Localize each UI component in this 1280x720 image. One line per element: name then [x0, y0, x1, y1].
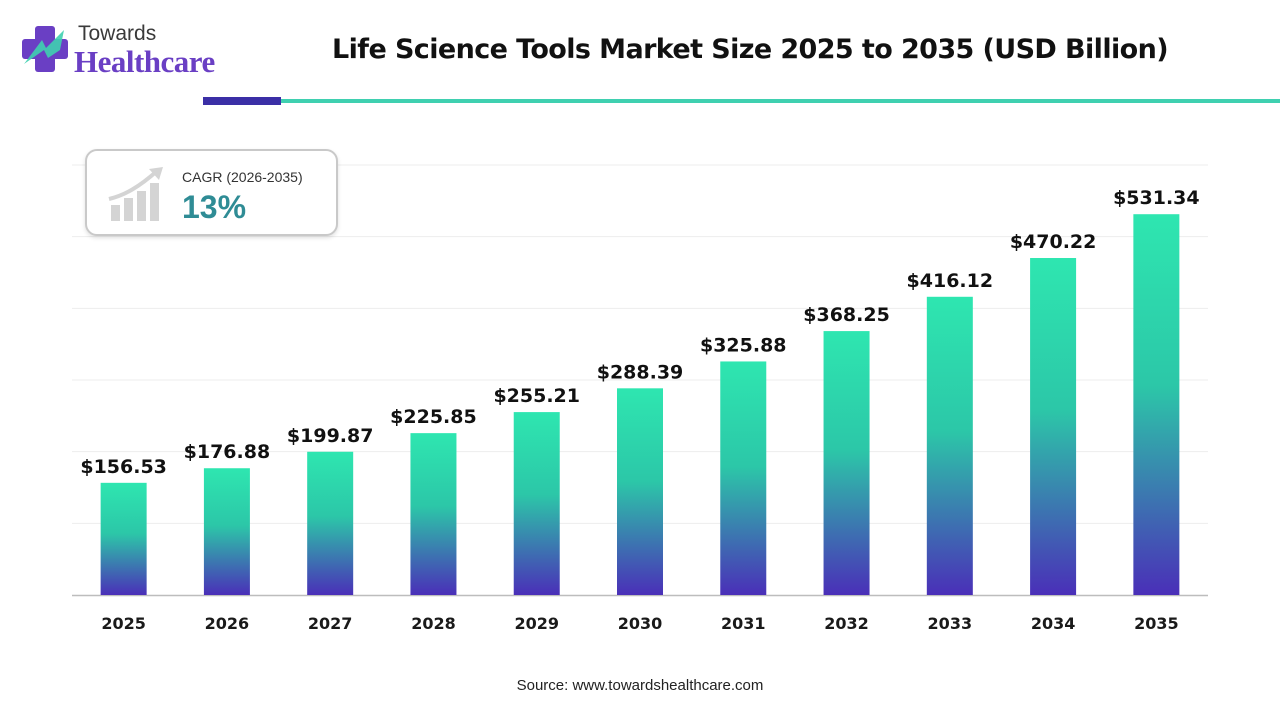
x-tick-label-2025: 2025 [101, 614, 146, 633]
brand-line-2: Healthcare [74, 44, 215, 79]
brand-line-1: Towards [78, 22, 157, 45]
data-label-2025: $156.53 [80, 456, 167, 478]
x-tick-label-2034: 2034 [1031, 614, 1076, 633]
bar-2033 [926, 296, 973, 595]
brand-logo: Towards Healthcare [20, 18, 240, 88]
bar-2031 [720, 361, 767, 595]
data-label-2031: $325.88 [700, 334, 787, 356]
chart-title: Life Science Tools Market Size 2025 to 2… [332, 34, 1169, 65]
bar-2027 [307, 451, 354, 595]
cagr-label: CAGR (2026-2035) [182, 169, 303, 185]
x-tick-label-2035: 2035 [1134, 614, 1179, 633]
data-label-2026: $176.88 [184, 441, 271, 463]
bar-2029 [513, 412, 560, 595]
source-note: Source: www.towardshealthcare.com [516, 677, 764, 694]
x-tick-label-2029: 2029 [514, 614, 559, 633]
cagr-value: 13% [182, 189, 247, 225]
bar-2026 [203, 468, 250, 595]
data-label-2035: $531.34 [1113, 187, 1200, 209]
x-tick-label-2032: 2032 [824, 614, 869, 633]
data-label-2029: $255.21 [493, 385, 580, 407]
x-tick-label-2028: 2028 [411, 614, 456, 633]
title-rule-accent [203, 97, 281, 105]
bar-2032 [823, 331, 870, 595]
x-tick-label-2031: 2031 [721, 614, 766, 633]
data-label-2033: $416.12 [907, 270, 994, 292]
title-rule [281, 99, 1280, 103]
data-label-2027: $199.87 [287, 425, 374, 447]
x-tick-label-2026: 2026 [205, 614, 250, 633]
bar-2030 [617, 388, 663, 595]
data-label-2034: $470.22 [1010, 231, 1097, 253]
x-tick-label-2027: 2027 [308, 614, 353, 633]
x-tick-label-2033: 2033 [928, 614, 973, 633]
bar-2035 [1133, 214, 1180, 595]
cagr-card: CAGR (2026-2035) 13% [85, 149, 338, 236]
data-label-2032: $368.25 [803, 304, 890, 326]
bar-2025 [100, 482, 147, 595]
data-label-2030: $288.39 [597, 361, 684, 383]
x-tick-label-2030: 2030 [618, 614, 663, 633]
growth-chart-icon [108, 167, 163, 221]
bar-2028 [410, 433, 457, 595]
data-label-2028: $225.85 [390, 406, 477, 428]
bar-2034 [1030, 258, 1077, 595]
medical-cross-icon [22, 26, 68, 72]
